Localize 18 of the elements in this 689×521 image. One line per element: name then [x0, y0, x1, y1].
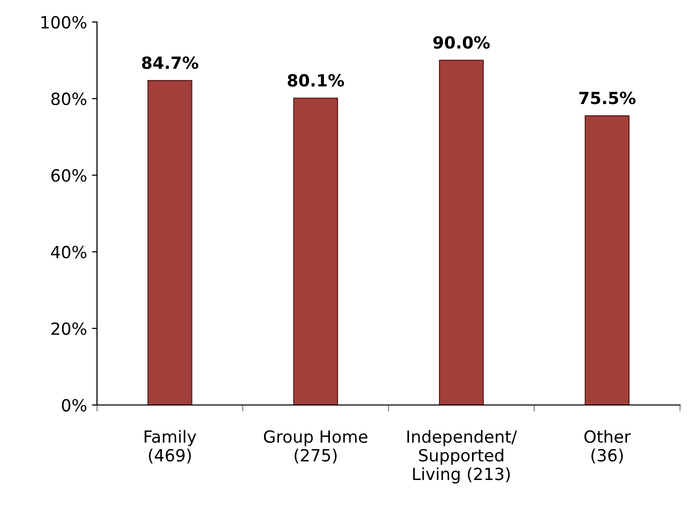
x-tick-label: Independent/ Supported Living (213): [407, 430, 517, 484]
bar: [147, 80, 192, 405]
data-label: 80.1%: [288, 74, 344, 87]
y-tick-label: 100%: [41, 16, 86, 29]
x-tick-label: Family (469): [144, 430, 196, 464]
y-tick-label: 60%: [51, 169, 86, 182]
data-label: 90.0%: [433, 36, 490, 49]
bar: [584, 115, 630, 405]
bar: [438, 60, 484, 405]
y-tick-label: 80%: [51, 92, 86, 106]
y-tick-label: 40%: [51, 246, 86, 258]
bar: [293, 98, 338, 405]
data-label: 84.7%: [142, 56, 198, 70]
data-label: 75.5%: [579, 92, 636, 104]
x-tick-label: Other (36): [584, 430, 631, 464]
x-tick-label: Group Home (275): [264, 430, 368, 464]
y-tick-label: 0%: [62, 398, 86, 412]
y-tick-label: 20%: [51, 322, 86, 335]
